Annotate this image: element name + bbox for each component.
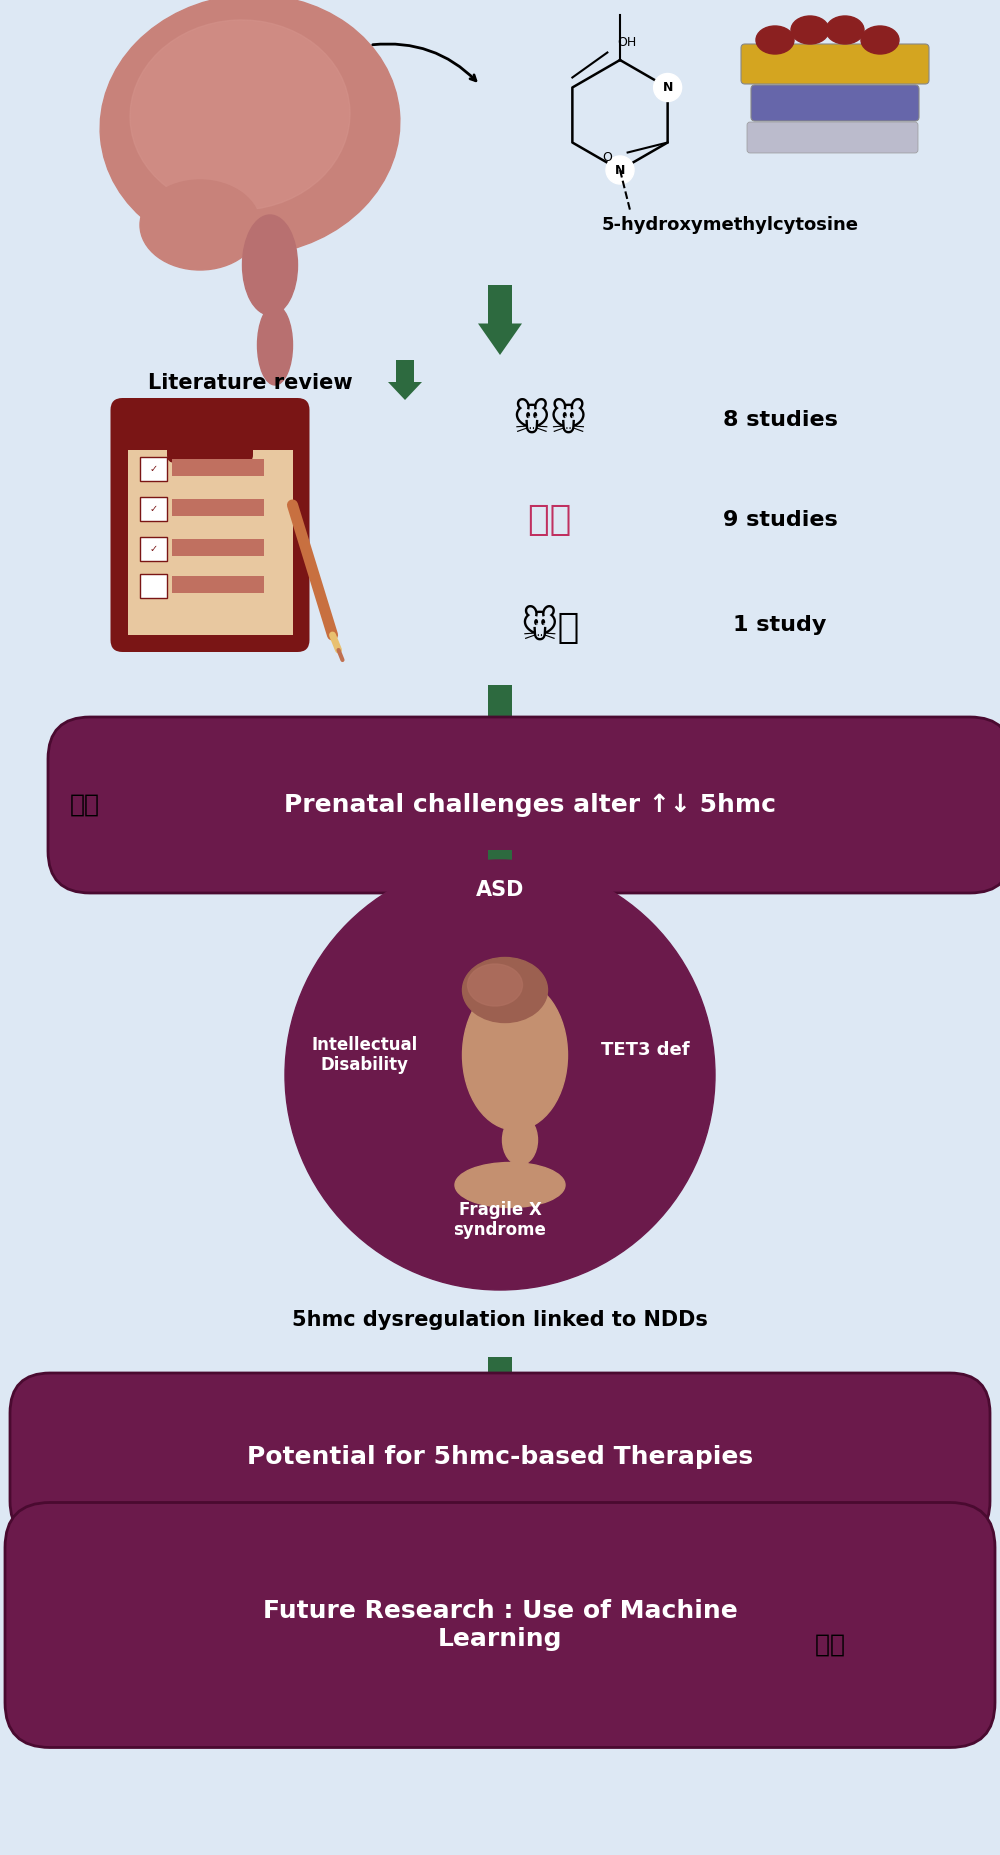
FancyBboxPatch shape xyxy=(140,497,166,521)
Polygon shape xyxy=(478,1388,522,1414)
Ellipse shape xyxy=(100,0,400,256)
Text: Fragile X
syndrome: Fragile X syndrome xyxy=(454,1200,546,1239)
Ellipse shape xyxy=(468,965,522,1005)
Ellipse shape xyxy=(455,1163,565,1208)
FancyBboxPatch shape xyxy=(172,458,264,477)
Text: N: N xyxy=(662,82,673,95)
Text: ✓: ✓ xyxy=(149,505,158,514)
Text: 🐭👦: 🐭👦 xyxy=(520,605,580,644)
Text: 9 studies: 9 studies xyxy=(723,510,837,531)
FancyBboxPatch shape xyxy=(488,684,512,723)
Circle shape xyxy=(606,156,634,184)
Polygon shape xyxy=(478,1534,522,1560)
Text: Future Research : Use of Machine
Learning: Future Research : Use of Machine Learnin… xyxy=(263,1599,737,1651)
Text: I: I xyxy=(628,221,632,230)
FancyBboxPatch shape xyxy=(751,85,919,121)
Text: OH: OH xyxy=(618,35,637,48)
Text: 5-hydroxymethylcytosine: 5-hydroxymethylcytosine xyxy=(602,215,858,234)
FancyBboxPatch shape xyxy=(110,399,310,651)
Ellipse shape xyxy=(826,17,864,45)
Circle shape xyxy=(654,74,682,102)
Text: 👨‍👧: 👨‍👧 xyxy=(528,503,572,536)
Ellipse shape xyxy=(140,180,260,271)
Ellipse shape xyxy=(462,957,548,1022)
Circle shape xyxy=(285,861,715,1289)
Text: 🐭🐭: 🐭🐭 xyxy=(512,403,588,438)
Text: 🐑🐑: 🐑🐑 xyxy=(70,792,100,816)
FancyBboxPatch shape xyxy=(747,122,918,152)
Text: Intellectual
Disability: Intellectual Disability xyxy=(312,1035,418,1074)
Text: TET3 def: TET3 def xyxy=(601,1041,689,1059)
FancyBboxPatch shape xyxy=(172,499,264,516)
Polygon shape xyxy=(478,883,522,911)
FancyBboxPatch shape xyxy=(396,360,414,382)
Text: ✓: ✓ xyxy=(149,544,158,555)
FancyBboxPatch shape xyxy=(48,718,1000,892)
FancyBboxPatch shape xyxy=(488,286,512,323)
Ellipse shape xyxy=(462,979,568,1130)
Text: 🖥️💻: 🖥️💻 xyxy=(815,1632,845,1657)
FancyBboxPatch shape xyxy=(488,850,512,883)
Ellipse shape xyxy=(242,215,298,315)
Text: ✓: ✓ xyxy=(149,464,158,475)
Text: Potential for 5hmc-based Therapies: Potential for 5hmc-based Therapies xyxy=(247,1445,753,1469)
FancyBboxPatch shape xyxy=(10,1373,990,1542)
Text: O: O xyxy=(603,150,613,163)
Text: N: N xyxy=(615,163,625,176)
FancyBboxPatch shape xyxy=(5,1503,995,1747)
FancyBboxPatch shape xyxy=(488,1503,512,1534)
Ellipse shape xyxy=(130,20,350,210)
FancyBboxPatch shape xyxy=(140,573,166,597)
FancyBboxPatch shape xyxy=(140,456,166,480)
Text: 8 studies: 8 studies xyxy=(723,410,837,430)
Text: ASD: ASD xyxy=(476,879,524,900)
FancyBboxPatch shape xyxy=(172,540,264,556)
FancyBboxPatch shape xyxy=(140,536,166,560)
Polygon shape xyxy=(478,323,522,354)
Ellipse shape xyxy=(791,17,829,45)
Text: Prenatal challenges alter ↑↓ 5hmc: Prenatal challenges alter ↑↓ 5hmc xyxy=(284,792,776,816)
Polygon shape xyxy=(478,723,522,755)
Ellipse shape xyxy=(258,304,292,386)
Ellipse shape xyxy=(861,26,899,54)
FancyBboxPatch shape xyxy=(128,451,292,634)
FancyBboxPatch shape xyxy=(167,412,253,464)
Text: 1 study: 1 study xyxy=(733,616,827,634)
FancyBboxPatch shape xyxy=(741,45,929,83)
Polygon shape xyxy=(388,382,422,401)
Text: Literature review: Literature review xyxy=(148,373,352,393)
Text: 5hmc dysregulation linked to NDDs: 5hmc dysregulation linked to NDDs xyxy=(292,1310,708,1330)
FancyBboxPatch shape xyxy=(488,1358,512,1388)
Ellipse shape xyxy=(503,1115,538,1165)
Ellipse shape xyxy=(756,26,794,54)
FancyBboxPatch shape xyxy=(172,577,264,594)
